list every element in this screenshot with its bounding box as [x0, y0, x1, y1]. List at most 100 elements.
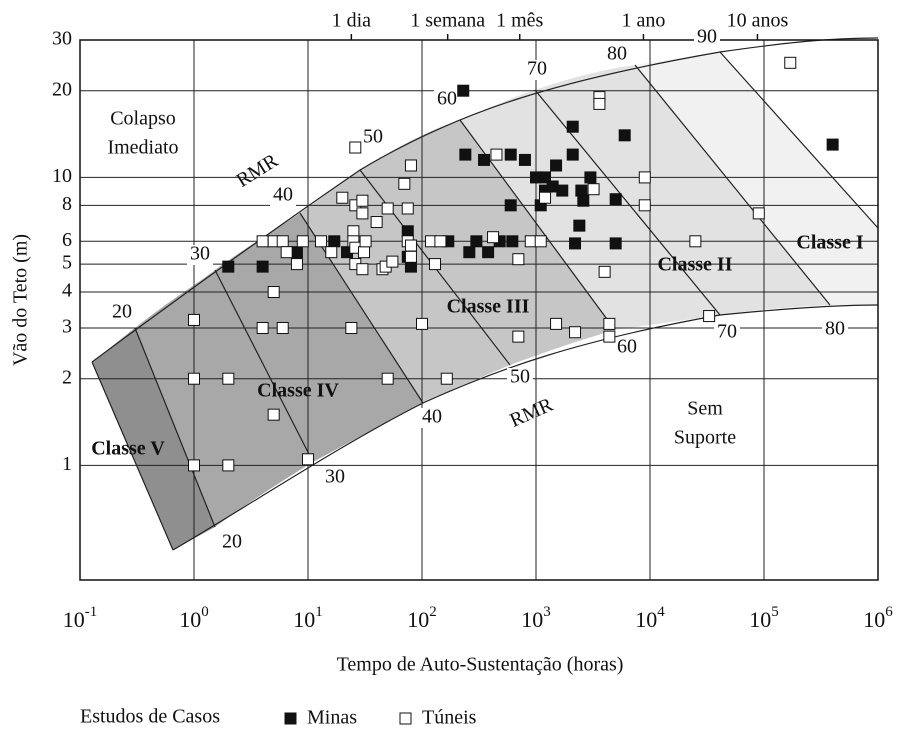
x-tick-exponent: 4 [657, 604, 665, 620]
rmr-label: 40 [273, 184, 293, 206]
point [256, 321, 269, 334]
point [370, 216, 383, 229]
label-bg [614, 338, 640, 358]
label-bg [109, 303, 135, 323]
rmr-label: 70 [527, 58, 547, 80]
legend-title: Estudos de Casos [80, 706, 220, 728]
x-tick-base: 10 [863, 607, 885, 632]
point [416, 317, 428, 330]
x-tick-label: 102 [407, 604, 437, 632]
point [577, 194, 590, 207]
x-tick-label: 101 [293, 604, 323, 632]
zone-label: Sem [687, 398, 723, 420]
point [386, 255, 399, 268]
point [276, 321, 289, 334]
point [359, 235, 372, 248]
point [347, 225, 360, 238]
point [276, 235, 289, 248]
point [256, 235, 269, 248]
point [296, 235, 309, 248]
point [358, 246, 371, 259]
point [539, 171, 552, 184]
x-tick-base: 10 [293, 607, 315, 632]
label-bg [270, 186, 296, 206]
point [638, 171, 651, 184]
point [703, 310, 716, 323]
top-tick-label: 10 anos [727, 10, 789, 32]
legend-marker [399, 712, 412, 725]
point [609, 237, 622, 250]
label-bg [187, 245, 213, 265]
rmr-label: 50 [510, 366, 530, 388]
point [267, 286, 280, 299]
point [470, 235, 483, 248]
rmr-label: 20 [222, 531, 242, 553]
region-label: Classe IV [257, 380, 339, 402]
point [504, 199, 517, 212]
y-tick-label: 1 [62, 453, 72, 475]
region-label: Classe III [447, 296, 530, 318]
point [566, 120, 579, 133]
point [603, 330, 616, 343]
regions [91, 37, 879, 551]
point [434, 235, 447, 248]
top-tick-label: 1 mês [496, 10, 543, 32]
point [609, 193, 622, 206]
y-tick-label: 4 [62, 280, 72, 302]
rmr-label: 80 [825, 318, 845, 340]
x-tick-base: 10 [179, 607, 201, 632]
point [290, 246, 303, 259]
point [603, 317, 616, 330]
point [584, 171, 597, 184]
zone-label: Suporte [674, 427, 736, 449]
point [290, 258, 303, 271]
point [784, 56, 797, 69]
rmr-label: 90 [697, 26, 717, 48]
point [349, 141, 362, 154]
x-axis-title: Tempo de Auto-Sustentação (horas) [337, 654, 624, 676]
y-tick-label: 10 [52, 165, 72, 187]
point [404, 159, 417, 172]
point [256, 260, 269, 273]
point [569, 326, 582, 339]
x-tick-base: 10 [749, 607, 771, 632]
label-bg [694, 28, 720, 48]
rmr-label: 80 [607, 43, 627, 65]
x-tick-exponent: 2 [429, 604, 437, 620]
x-tick-exponent: 3 [543, 604, 551, 620]
x-tick-base: 10 [407, 607, 429, 632]
point [336, 191, 349, 204]
label-bg [714, 323, 740, 343]
x-tick-base: 10 [63, 607, 85, 632]
point [573, 219, 586, 232]
point [188, 459, 200, 472]
y-tick-label: 3 [62, 316, 72, 338]
top-tick-label: 1 dia [332, 10, 372, 32]
lower-envelope [172, 304, 879, 551]
point [428, 258, 441, 271]
point [328, 235, 341, 248]
point [404, 250, 417, 263]
y-tick-label: 20 [52, 78, 72, 100]
x-tick-base: 10 [521, 607, 543, 632]
point [188, 313, 200, 326]
legend-label: Túneis [422, 707, 477, 729]
point [638, 199, 651, 212]
point [518, 153, 531, 166]
point [356, 263, 369, 276]
point [512, 253, 525, 266]
x-tick-exponent: 6 [885, 604, 893, 620]
region-label: Classe II [657, 254, 732, 276]
point [381, 202, 394, 215]
label-bg [419, 408, 445, 428]
point [302, 453, 314, 466]
x-tick-exponent: 0 [201, 604, 209, 620]
point [575, 184, 588, 197]
y-tick-label: 6 [62, 229, 72, 251]
zone-label: Colapso [110, 108, 176, 130]
label-bg [604, 45, 630, 65]
y-tick-label: 5 [62, 252, 72, 274]
x-tick-label: 103 [521, 604, 551, 632]
x-tick-exponent: 5 [771, 604, 779, 620]
point [188, 372, 200, 385]
